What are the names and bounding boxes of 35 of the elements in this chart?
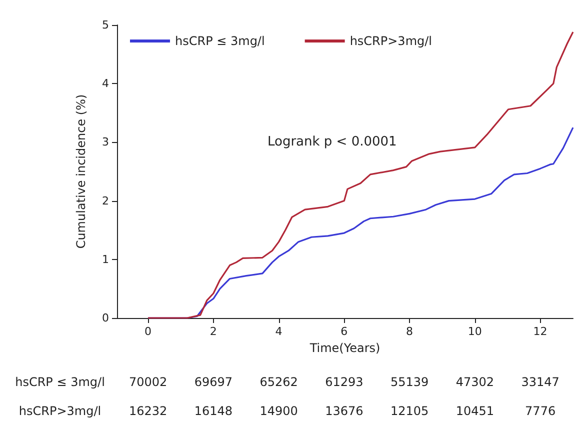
text: 14900 xyxy=(260,404,298,418)
text: 16148 xyxy=(194,404,233,418)
line-series xyxy=(147,31,574,319)
text: 33147 xyxy=(521,375,560,389)
x-tick-label: 2 xyxy=(210,325,217,338)
text: 7776 xyxy=(525,404,556,418)
text: 65262 xyxy=(260,375,298,389)
x-tick-label: 4 xyxy=(275,325,282,338)
legend-label: hsCRP ≤ 3mg/l xyxy=(175,34,265,48)
x-tick-label: 10 xyxy=(468,325,482,338)
y-axis-title: Cumulative incidence (%) xyxy=(74,94,88,249)
y-tick-label: 1 xyxy=(102,252,109,266)
text: 47302 xyxy=(456,375,494,389)
x-tick-label: 6 xyxy=(340,325,348,338)
text: 70002 xyxy=(128,375,168,389)
y-tick-label: 0 xyxy=(102,312,109,324)
y-tick-label: 2 xyxy=(102,194,109,208)
text: 55139 xyxy=(390,375,429,389)
y-tick-label: 4 xyxy=(102,77,109,90)
text: hsCRP>3mg/l xyxy=(18,404,102,418)
y-tick-label: 5 xyxy=(102,18,109,32)
annotation: Logrank p < 0.0001 xyxy=(267,134,397,150)
x-axis-title: Time(Years) xyxy=(308,340,380,355)
legend-label: hsCRP>3mg/l xyxy=(350,34,432,48)
text: 16232 xyxy=(128,404,168,418)
x-tick-label: 8 xyxy=(406,325,414,338)
text: 61293 xyxy=(325,375,364,389)
x-tick-label: 0 xyxy=(144,325,152,338)
text: 13676 xyxy=(325,404,364,418)
text: 69697 xyxy=(194,375,233,389)
x-tick-label: 12 xyxy=(533,325,548,338)
text: 12105 xyxy=(390,404,429,418)
y-tick-label: 3 xyxy=(102,136,109,149)
text: 10451 xyxy=(456,404,494,418)
text: hsCRP ≤ 3mg/l xyxy=(15,375,105,389)
